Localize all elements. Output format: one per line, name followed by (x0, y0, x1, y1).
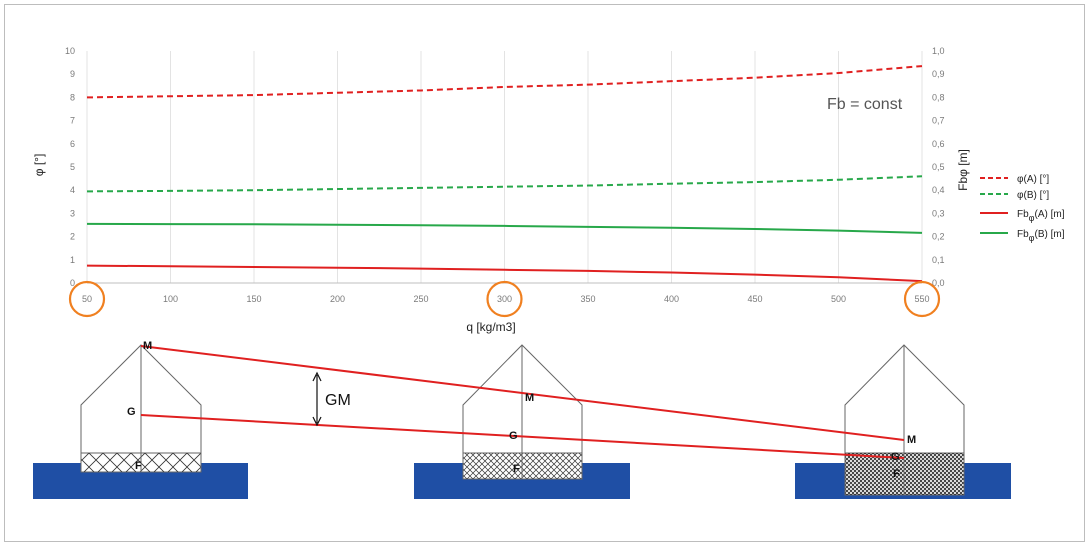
x-tick-label: 450 (747, 294, 762, 304)
gravity-center-line (140, 414, 905, 459)
x-tick-label: 350 (580, 294, 595, 304)
y-right-tick-label: 0,7 (932, 116, 945, 126)
chart: 50 100 150 200 250 300 350 400 450 500 550 0 1 2 3 4 5 6… (32, 46, 1065, 334)
legend-label-2: Fbφ(A) [m] (1017, 209, 1065, 223)
f-label-3: F (893, 468, 900, 480)
y-right-tick-labels: 0,0 0,1 0,2 0,3 0,4 0,5 0,6 0,7 0,8 0,9 1,0 (932, 46, 945, 288)
y-left-tick-label: 7 (70, 116, 75, 126)
metacenter-line (140, 345, 905, 441)
y-left-tick-label: 8 (70, 92, 75, 102)
x-axis-label: q [kg/m3] (466, 320, 515, 334)
y-right-tick-label: 0,1 (932, 255, 945, 265)
y-left-tick-label: 3 (70, 208, 75, 218)
y-right-tick-label: 0,8 (932, 92, 945, 102)
y-right-tick-label: 0,6 (932, 139, 945, 149)
y-left-tick-label: 10 (65, 46, 75, 56)
highlight-circle-550 (903, 280, 941, 318)
y-right-tick-label: 0,3 (932, 208, 945, 218)
x-tick-label: 100 (163, 294, 178, 304)
fb-const-annotation: Fb = const (827, 96, 903, 113)
x-tick-label: 500 (831, 294, 846, 304)
f-label-2: F (513, 463, 520, 475)
m-label-2: M (525, 392, 534, 404)
series-line-2 (86, 264, 923, 283)
chart-series (86, 65, 923, 283)
figure-canvas: 50 100 150 200 250 300 350 400 450 500 550 0 1 2 3 4 5 6… (32, 46, 1065, 499)
m-label-3: M (907, 434, 916, 446)
x-tick-label: 200 (330, 294, 345, 304)
series-line-3 (86, 222, 923, 234)
x-tick-label: 50 (82, 294, 92, 304)
y-left-axis-label: φ [°] (32, 154, 46, 177)
gm-arrow-head-down (312, 416, 322, 427)
legend-label-0: φ(A) [°] (1017, 174, 1049, 185)
y-left-tick-label: 0 (70, 278, 75, 288)
f-label-1: F (135, 460, 142, 472)
x-tick-label: 150 (246, 294, 261, 304)
g-label-1: G (127, 406, 136, 418)
gm-label: GM (325, 392, 351, 409)
y-right-tick-label: 1,0 (932, 46, 945, 56)
y-right-tick-label: 0,9 (932, 69, 945, 79)
highlight-circle-300 (486, 280, 523, 318)
m-label-1: M (143, 340, 152, 352)
y-left-tick-label: 5 (70, 162, 75, 172)
highlight-circles (68, 280, 941, 318)
x-tick-label: 550 (914, 294, 929, 304)
series-line-1 (86, 175, 923, 193)
x-tick-label: 250 (413, 294, 428, 304)
y-left-tick-label: 6 (70, 139, 75, 149)
y-left-tick-labels: 0 1 2 3 4 5 6 7 8 9 10 (65, 46, 75, 288)
y-left-tick-label: 2 (70, 232, 75, 242)
y-right-axis-label: Fbφ [m] (956, 149, 970, 191)
legend-label-1: φ(B) [°] (1017, 190, 1049, 201)
x-tick-label: 300 (497, 294, 512, 304)
chart-legend: φ(A) [°] φ(B) [°] Fbφ(A) [m] Fbφ(B) [m] (980, 174, 1065, 243)
stability-diagram: GM M G F M G F M G F (33, 340, 1011, 499)
y-right-tick-label: 0,4 (932, 185, 945, 195)
chart-grid (86, 51, 923, 283)
y-left-tick-label: 1 (70, 255, 75, 265)
y-right-tick-label: 0,5 (932, 162, 945, 172)
y-left-tick-label: 9 (70, 69, 75, 79)
g-label-2: G (509, 430, 518, 442)
y-left-tick-label: 4 (70, 185, 75, 195)
highlight-circle-50 (68, 280, 106, 318)
legend-label-3: Fbφ(B) [m] (1017, 229, 1065, 243)
gm-arrow-head-up (312, 371, 322, 382)
g-label-3: G (891, 451, 900, 463)
x-tick-labels: 50 100 150 200 250 300 350 400 450 500 550 (82, 294, 930, 304)
x-tick-label: 400 (664, 294, 679, 304)
y-right-tick-label: 0,2 (932, 232, 945, 242)
figure-frame: 50 100 150 200 250 300 350 400 450 500 550 0 1 2 3 4 5 6… (4, 4, 1085, 542)
y-right-tick-label: 0,0 (932, 278, 945, 288)
